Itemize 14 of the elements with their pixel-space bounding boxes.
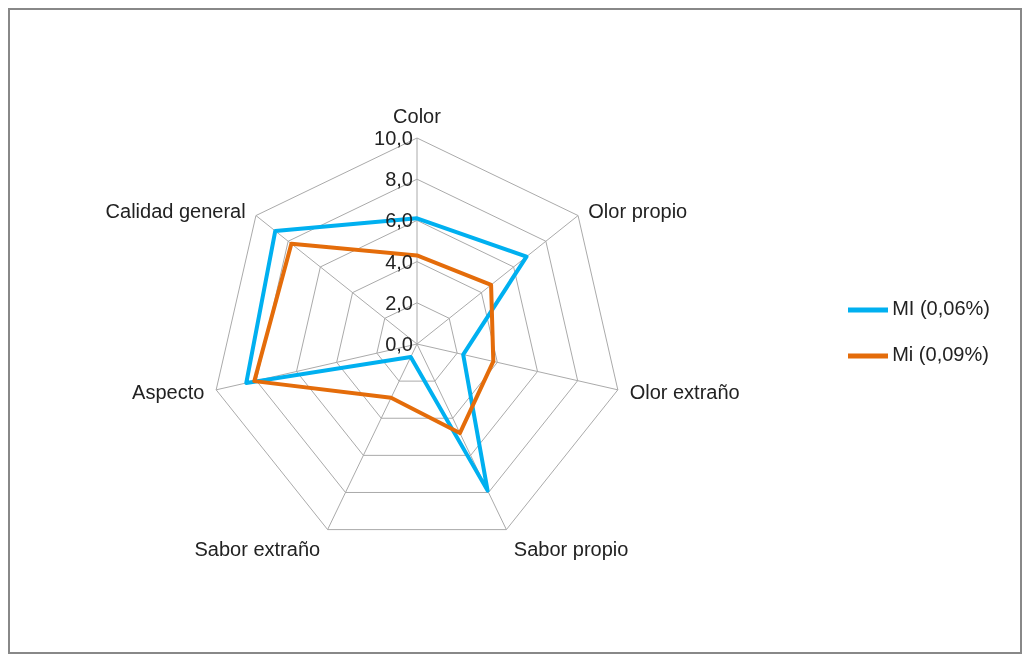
spoke-label: Olor propio [588,199,688,222]
y-tick-label: 10,0 [374,127,413,149]
y-tick-label: 0,0 [385,333,413,355]
spoke-label: Sabor propio [513,537,629,560]
spoke-label: Olor extraño [629,380,740,403]
y-tick-label: 2,0 [385,291,413,314]
spoke-label: Sabor extraño [194,537,321,560]
y-tick-label: 8,0 [385,168,413,191]
spoke-label: Color [393,105,442,127]
spoke-label: Aspecto [132,380,205,403]
legend-label: MI (0,06%) [892,297,990,319]
spoke-label: Calidad general [105,199,246,222]
y-tick-label: 4,0 [385,250,413,273]
legend-label: Mi (0,09%) [892,343,989,365]
